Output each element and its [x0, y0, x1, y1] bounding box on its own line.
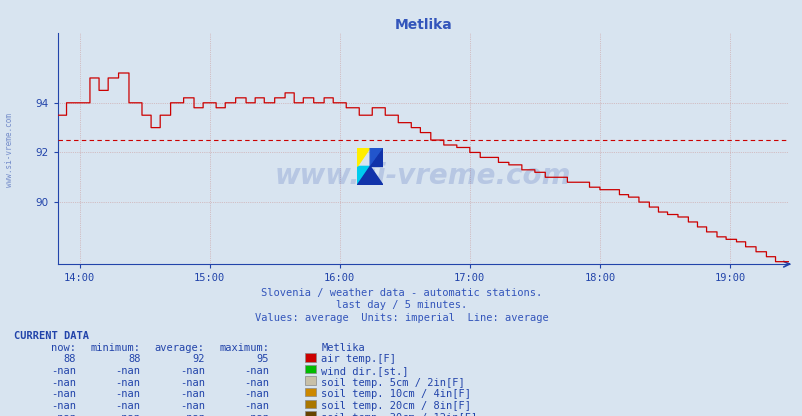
- Text: 88: 88: [63, 354, 76, 364]
- Text: soil temp. 5cm / 2in[F]: soil temp. 5cm / 2in[F]: [321, 378, 464, 388]
- Text: -nan: -nan: [51, 389, 76, 399]
- Polygon shape: [357, 148, 370, 166]
- Text: -nan: -nan: [51, 378, 76, 388]
- Text: -nan: -nan: [51, 401, 76, 411]
- Text: Values: average  Units: imperial  Line: average: Values: average Units: imperial Line: av…: [254, 313, 548, 323]
- Polygon shape: [370, 148, 383, 166]
- Text: www.si-vreme.com: www.si-vreme.com: [274, 162, 571, 191]
- Text: average:: average:: [155, 343, 205, 353]
- Polygon shape: [357, 166, 383, 185]
- Text: soil temp. 20cm / 8in[F]: soil temp. 20cm / 8in[F]: [321, 401, 471, 411]
- Text: 88: 88: [128, 354, 140, 364]
- Text: -nan: -nan: [51, 413, 76, 416]
- Text: 95: 95: [256, 354, 269, 364]
- Text: soil temp. 30cm / 12in[F]: soil temp. 30cm / 12in[F]: [321, 413, 477, 416]
- Text: -nan: -nan: [115, 366, 140, 376]
- Text: -nan: -nan: [180, 413, 205, 416]
- Text: www.si-vreme.com: www.si-vreme.com: [5, 113, 14, 187]
- Title: Metlika: Metlika: [394, 18, 452, 32]
- Text: -nan: -nan: [244, 366, 269, 376]
- Text: wind dir.[st.]: wind dir.[st.]: [321, 366, 408, 376]
- Text: -nan: -nan: [244, 413, 269, 416]
- Text: CURRENT DATA: CURRENT DATA: [14, 331, 89, 341]
- Text: -nan: -nan: [180, 401, 205, 411]
- Text: minimum:: minimum:: [91, 343, 140, 353]
- Text: -nan: -nan: [115, 401, 140, 411]
- Text: -nan: -nan: [244, 389, 269, 399]
- Text: -nan: -nan: [180, 366, 205, 376]
- Text: last day / 5 minutes.: last day / 5 minutes.: [335, 300, 467, 310]
- Text: Slovenia / weather data - automatic stations.: Slovenia / weather data - automatic stat…: [261, 288, 541, 298]
- Text: soil temp. 10cm / 4in[F]: soil temp. 10cm / 4in[F]: [321, 389, 471, 399]
- Text: -nan: -nan: [115, 378, 140, 388]
- Text: -nan: -nan: [115, 389, 140, 399]
- Text: -nan: -nan: [115, 413, 140, 416]
- Text: -nan: -nan: [244, 401, 269, 411]
- Text: -nan: -nan: [180, 389, 205, 399]
- Text: maximum:: maximum:: [219, 343, 269, 353]
- Text: now:: now:: [51, 343, 76, 353]
- Text: -nan: -nan: [244, 378, 269, 388]
- Polygon shape: [370, 148, 383, 166]
- Text: 92: 92: [192, 354, 205, 364]
- Text: -nan: -nan: [180, 378, 205, 388]
- Text: -nan: -nan: [51, 366, 76, 376]
- Text: air temp.[F]: air temp.[F]: [321, 354, 395, 364]
- Polygon shape: [357, 166, 370, 185]
- Text: Metlika: Metlika: [321, 343, 364, 353]
